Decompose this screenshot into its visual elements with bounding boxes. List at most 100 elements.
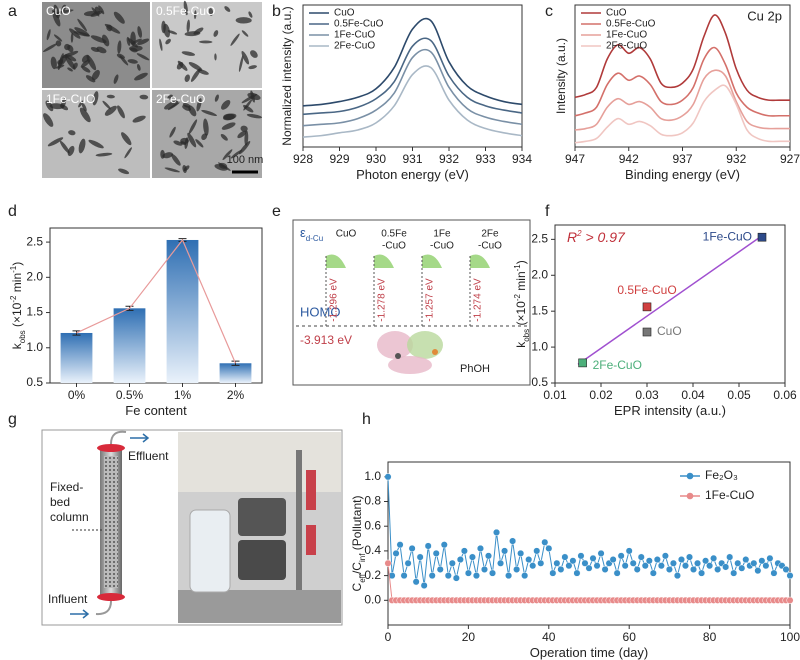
bottle	[189, 509, 231, 593]
particle	[106, 24, 113, 32]
particle	[223, 113, 235, 120]
marker	[492, 528, 501, 536]
marker	[786, 596, 794, 604]
panel-label: d	[8, 203, 17, 220]
x-axis-label: Operation time (day)	[530, 645, 649, 660]
marker	[412, 578, 420, 586]
marker	[770, 569, 778, 577]
image-caption: 2Fe-CuO	[156, 92, 205, 106]
particle	[186, 19, 190, 33]
marker	[629, 559, 637, 567]
column-cap	[97, 444, 125, 452]
column-packing	[104, 456, 118, 588]
point-label: 2Fe-CuO	[593, 358, 642, 372]
particle	[79, 107, 91, 123]
particle	[213, 30, 219, 37]
particle	[238, 55, 244, 72]
marker	[645, 557, 653, 565]
marker	[710, 554, 718, 562]
legend-marker	[686, 472, 694, 480]
particle	[176, 61, 184, 70]
d-band	[422, 254, 442, 268]
marker	[625, 547, 633, 555]
marker	[549, 569, 557, 577]
stand	[296, 450, 302, 590]
particle	[180, 141, 187, 146]
panel-label: a	[8, 3, 17, 20]
label-part: )	[514, 260, 528, 264]
panel-label: h	[362, 411, 371, 428]
particle	[43, 43, 58, 53]
marker	[468, 553, 476, 561]
label-part: /C	[350, 562, 364, 574]
flow-arrow	[70, 609, 90, 619]
label-part: (Pollutant)	[350, 496, 364, 554]
marker	[404, 559, 412, 567]
label-part: eff	[358, 573, 367, 583]
y-tick-label: 0.0	[364, 592, 381, 606]
marker	[509, 537, 517, 545]
marker	[497, 559, 505, 567]
particle	[83, 11, 97, 17]
marker	[452, 574, 460, 582]
x-tick-label: 927	[780, 152, 800, 166]
particle	[43, 113, 54, 127]
inlet-label: Influent	[48, 592, 88, 606]
label-part: ε	[300, 225, 306, 240]
particle	[137, 26, 143, 38]
particle	[61, 4, 67, 12]
y-axis-label: Intensity (a.u.)	[554, 38, 568, 114]
particle	[124, 147, 132, 159]
particle	[184, 74, 190, 82]
particle	[183, 0, 188, 16]
marker	[480, 565, 489, 573]
particle	[240, 125, 248, 132]
trend-line	[76, 238, 237, 364]
marker	[408, 544, 416, 552]
y-tick-label: 2.0	[531, 267, 548, 281]
label-part: R	[567, 229, 577, 245]
particle	[238, 141, 251, 155]
marker	[613, 569, 621, 577]
marker	[400, 572, 408, 580]
particle	[181, 51, 196, 56]
particle	[92, 91, 99, 106]
label-part: k	[10, 342, 24, 349]
x-tick-label: 930	[366, 152, 386, 166]
particle	[131, 38, 142, 44]
marker	[561, 553, 569, 561]
particle	[167, 30, 178, 35]
marker	[533, 547, 541, 555]
marker	[553, 559, 561, 567]
particle	[64, 43, 71, 51]
particle	[78, 100, 84, 108]
marker	[621, 562, 629, 570]
particle	[214, 94, 219, 102]
outlet-label: Effluent	[128, 449, 169, 463]
label-part: -1	[513, 264, 522, 272]
marker	[762, 562, 770, 570]
x-axis-label: Photon energy (eV)	[356, 167, 469, 182]
fit-line	[577, 235, 763, 365]
label-part: k	[514, 341, 528, 348]
particle	[88, 139, 104, 149]
marker	[545, 544, 553, 552]
marker	[525, 556, 533, 564]
marker	[448, 559, 456, 567]
plot-frame	[49, 227, 263, 384]
marker	[416, 553, 424, 561]
chart: 928 929 930 931 932 933 934 Photon energy (eV) N…	[280, 4, 532, 182]
bar	[60, 332, 93, 383]
label-part: Photon energy (eV)	[356, 167, 469, 182]
legend-label: 2Fe-CuO	[606, 41, 647, 52]
particle	[117, 105, 125, 119]
marker	[573, 569, 581, 577]
particle	[81, 66, 91, 73]
chart: 0.5 1.0 1.5 2.0 2.5 Fe content kobs (×10-2 min…	[9, 227, 263, 418]
label-part: 2	[576, 229, 582, 238]
x-tick-label: 932	[726, 152, 746, 166]
y-tick-label: 0.5	[531, 375, 548, 389]
marker	[685, 553, 694, 561]
particle	[127, 59, 138, 64]
marker	[661, 552, 669, 560]
